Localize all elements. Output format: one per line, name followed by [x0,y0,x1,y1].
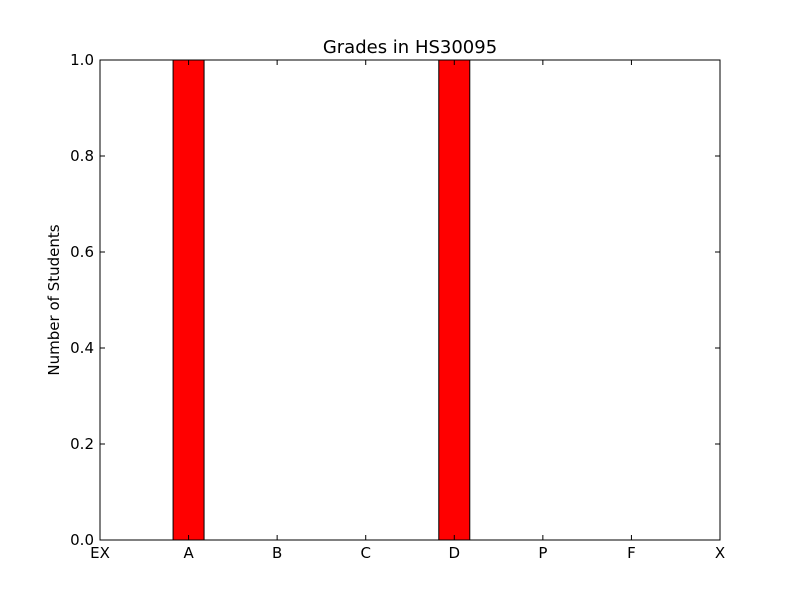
y-tick-label: 0.0 [70,531,94,549]
plot-frame [99,59,721,541]
y-tick-label: 0.6 [70,243,94,261]
x-tick-label: P [538,544,547,562]
chart-title: Grades in HS30095 [323,37,497,58]
y-tick-label: 0.4 [70,339,94,357]
y-tick-label: 0.2 [70,435,94,453]
bar-d [438,59,471,541]
y-tick-label: 0.8 [70,147,94,165]
x-tick-label: F [627,544,636,562]
x-tick-label: A [183,544,194,562]
y-tick-label: 1.0 [70,51,94,69]
x-tick-label: EX [90,544,110,562]
bar-a [172,59,205,541]
x-tick-label: D [449,544,461,562]
ticks-layer: EX A B C D P F X 0.0 0.2 0.4 0.6 0.8 1.0 [70,51,725,562]
y-axis-label: Number of Students [45,224,63,375]
bars-layer [172,59,471,541]
x-tick-label: C [360,544,370,562]
x-tick-label: X [715,544,725,562]
x-tick-label: B [272,544,282,562]
